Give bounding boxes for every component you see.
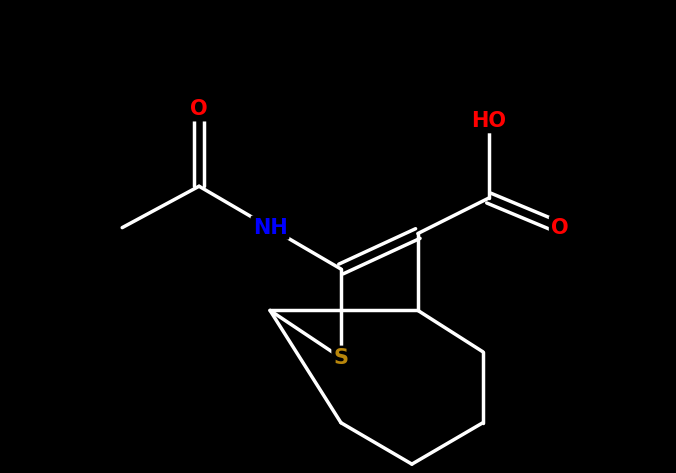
Text: O: O (551, 218, 569, 237)
Text: O: O (190, 99, 208, 119)
Text: S: S (333, 348, 348, 368)
Text: HO: HO (471, 111, 506, 131)
Text: NH: NH (253, 218, 287, 237)
